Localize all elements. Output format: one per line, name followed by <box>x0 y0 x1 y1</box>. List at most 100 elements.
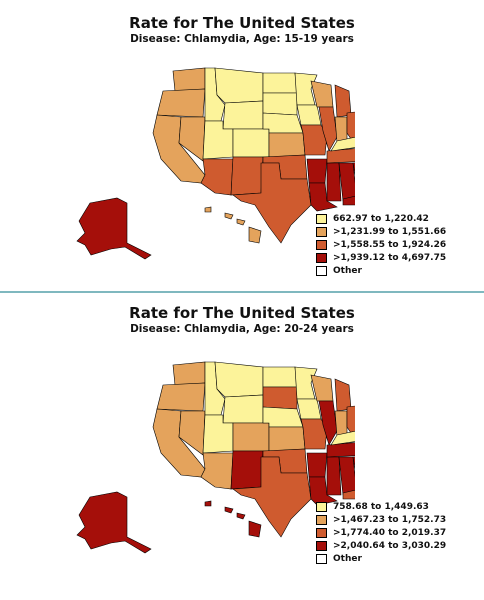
map-title: Rate for The United States <box>129 14 355 32</box>
state-il <box>318 106 338 152</box>
state-oh <box>346 111 355 140</box>
state-nd <box>262 366 298 388</box>
state-al <box>338 456 355 496</box>
legend-label: 662.97 to 1,220.42 <box>333 213 429 224</box>
legend-entry: 662.97 to 1,220.42 <box>316 212 446 225</box>
state-al <box>338 162 355 202</box>
state-sd <box>262 386 298 410</box>
state-ky <box>330 136 355 152</box>
map-legend: 758.68 to 1,449.63 >1,467.23 to 1,752.73… <box>316 500 446 565</box>
legend-entry: Other <box>316 552 446 565</box>
state-il <box>318 400 338 446</box>
state-nm <box>230 450 264 490</box>
state-wa <box>172 67 206 92</box>
state-ia <box>296 398 322 420</box>
panel-divider <box>0 291 484 293</box>
legend-label: 758.68 to 1,449.63 <box>333 501 429 512</box>
map-title: Rate for The United States <box>129 304 355 322</box>
state-ar <box>306 158 328 184</box>
state-nd <box>262 72 298 94</box>
state-mo <box>300 124 328 156</box>
state-ga <box>352 162 355 176</box>
state-ia <box>296 104 322 126</box>
state-hi-4 <box>248 226 262 244</box>
state-mi <box>334 378 352 412</box>
state-ks <box>268 426 306 452</box>
legend-swatch <box>316 553 327 564</box>
state-ne <box>262 112 304 134</box>
state-ak <box>76 491 152 554</box>
legend-label: >1,939.12 to 4,697.75 <box>333 252 447 263</box>
state-la <box>308 182 338 212</box>
legend-swatch <box>316 226 327 237</box>
state-tx <box>232 456 312 538</box>
state-ks <box>268 132 306 158</box>
state-hi-2 <box>224 506 234 514</box>
state-ky <box>330 430 355 446</box>
state-la <box>308 476 338 506</box>
state-tx <box>232 162 312 244</box>
state-ga <box>352 456 355 470</box>
legend-entry: >1,558.55 to 1,924.26 <box>316 238 446 251</box>
state-ms <box>326 456 342 496</box>
legend-label: >1,558.55 to 1,924.26 <box>333 239 447 250</box>
state-co <box>232 422 270 452</box>
state-hi-2 <box>224 212 234 220</box>
legend-swatch <box>316 501 327 512</box>
state-az <box>200 452 234 490</box>
legend-label: >1,467.23 to 1,752.73 <box>333 514 447 525</box>
state-hi-3 <box>236 512 246 520</box>
legend-label: Other <box>333 553 362 564</box>
legend-label: >1,774.40 to 2,019.37 <box>333 527 447 538</box>
state-mt <box>214 361 264 398</box>
legend-entry: Other <box>316 264 446 277</box>
legend-entry: 758.68 to 1,449.63 <box>316 500 446 513</box>
state-hi-1 <box>204 500 212 507</box>
state-mo <box>300 418 328 450</box>
state-tn <box>326 442 355 458</box>
map-legend: 662.97 to 1,220.42 >1,231.99 to 1,551.66… <box>316 212 446 277</box>
map-panel-20-24: Rate for The United States Disease: Chla… <box>0 294 484 600</box>
legend-entry: >1,467.23 to 1,752.73 <box>316 513 446 526</box>
state-hi-1 <box>204 206 212 213</box>
legend-entry: >2,040.64 to 3,030.29 <box>316 539 446 552</box>
state-ne <box>262 406 304 428</box>
state-nm <box>230 156 264 196</box>
legend-label: Other <box>333 265 362 276</box>
legend-label: >1,231.99 to 1,551.66 <box>333 226 447 237</box>
legend-swatch <box>316 213 327 224</box>
map-subtitle: Disease: Chlamydia, Age: 15-19 years <box>130 33 354 45</box>
us-choropleth-map <box>76 67 355 260</box>
state-or <box>156 88 206 118</box>
state-ms <box>326 162 342 202</box>
legend-label: >2,040.64 to 3,030.29 <box>333 540 447 551</box>
map-subtitle: Disease: Chlamydia, Age: 20-24 years <box>130 323 354 335</box>
state-wy <box>222 100 264 130</box>
state-mi <box>334 84 352 118</box>
state-az <box>200 158 234 196</box>
state-mt <box>214 67 264 104</box>
map-panel-15-19: Rate for The United States Disease: Chla… <box>0 0 484 292</box>
legend-swatch <box>316 239 327 250</box>
legend-entry: >1,774.40 to 2,019.37 <box>316 526 446 539</box>
legend-entry: >1,231.99 to 1,551.66 <box>316 225 446 238</box>
state-hi-3 <box>236 218 246 226</box>
legend-swatch <box>316 265 327 276</box>
state-wa <box>172 361 206 386</box>
state-co <box>232 128 270 158</box>
state-wy <box>222 394 264 424</box>
state-or <box>156 382 206 412</box>
state-fl <box>342 195 355 206</box>
state-tn <box>326 148 355 164</box>
legend-entry: >1,939.12 to 4,697.75 <box>316 251 446 264</box>
legend-swatch <box>316 527 327 538</box>
state-fl <box>342 489 355 500</box>
state-oh <box>346 405 355 434</box>
legend-swatch <box>316 514 327 525</box>
state-sd <box>262 92 298 116</box>
legend-swatch <box>316 540 327 551</box>
legend-swatch <box>316 252 327 263</box>
state-ar <box>306 452 328 478</box>
us-choropleth-map <box>76 361 355 554</box>
state-hi-4 <box>248 520 262 538</box>
